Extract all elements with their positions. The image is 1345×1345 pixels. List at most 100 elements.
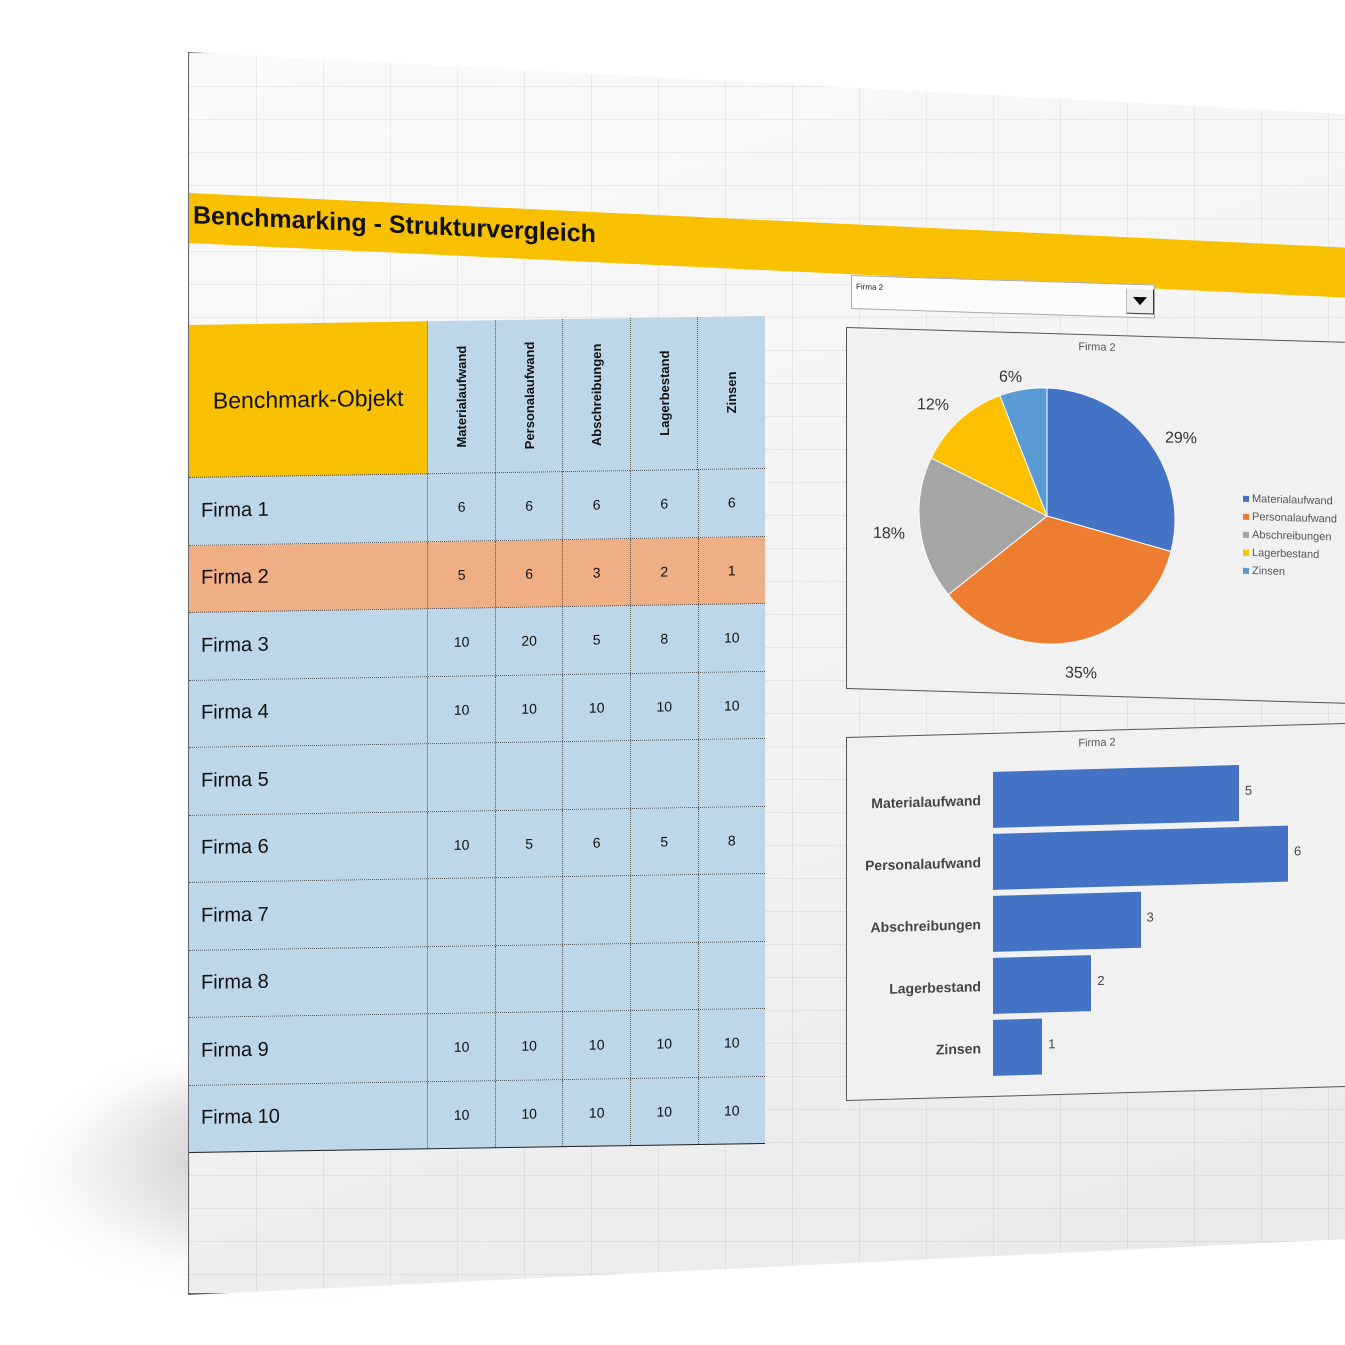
bar[interactable] (993, 891, 1141, 952)
table-row[interactable]: Firma 10 10 10 10 10 10 (189, 1076, 766, 1153)
bar-value-label: 3 (1146, 909, 1154, 925)
value-cell[interactable]: 6 (494, 539, 563, 608)
table-row[interactable]: Firma 7 (189, 873, 766, 951)
value-cell[interactable]: 6 (697, 468, 766, 537)
value-cell[interactable]: 6 (629, 470, 698, 538)
value-cell[interactable]: 5 (494, 809, 563, 878)
company-name-cell[interactable]: Firma 3 (201, 633, 269, 657)
value-cell[interactable]: 1 (697, 536, 766, 605)
value-cell[interactable] (427, 945, 495, 1014)
pie-label-zinsen: 6% (999, 368, 1023, 387)
value-cell[interactable]: 6 (494, 472, 563, 540)
value-cell[interactable] (629, 875, 698, 943)
value-cell[interactable]: 10 (562, 1011, 630, 1079)
company-name-cell[interactable]: Firma 10 (201, 1105, 280, 1130)
value-cell[interactable]: 10 (697, 1008, 766, 1077)
value-cell[interactable] (562, 741, 630, 809)
pie-slice[interactable] (918, 457, 1048, 598)
value-cell[interactable]: 3 (562, 538, 630, 607)
bar-category-label: Zinsen (935, 1040, 981, 1058)
value-cell[interactable] (494, 742, 563, 810)
table-row[interactable]: Firma 8 (189, 941, 766, 1018)
value-cell[interactable]: 10 (427, 810, 495, 879)
legend-label: Lagerbestand (1252, 547, 1320, 562)
value-cell[interactable]: 20 (494, 607, 563, 675)
bar[interactable] (993, 1018, 1043, 1076)
header-personalaufwand: Personalaufwand (494, 319, 563, 474)
company-name-cell[interactable]: Firma 9 (201, 1038, 269, 1062)
header-abschreibungen: Abschreibungen (562, 318, 630, 473)
pie-legend: Materialaufwand Personalaufwand Abschreibu… (1243, 490, 1337, 583)
bar-chart[interactable]: Firma 2 Materialaufwand 5 Personalaufwand 6… (846, 722, 1345, 1101)
value-cell[interactable] (427, 743, 495, 811)
value-cell[interactable]: 6 (427, 473, 495, 541)
table-row[interactable]: Firma 3 10 20 5 8 10 (189, 603, 766, 681)
bar[interactable] (993, 765, 1239, 828)
chevron-down-icon (1133, 296, 1147, 306)
value-cell[interactable]: 8 (697, 806, 766, 875)
company-name-cell[interactable]: Firma 2 (201, 565, 269, 590)
pie-slice[interactable] (947, 513, 1172, 648)
bar[interactable] (993, 955, 1092, 1014)
value-cell[interactable]: 6 (562, 808, 630, 877)
value-cell[interactable] (629, 942, 698, 1011)
company-name-cell[interactable]: Firma 1 (201, 498, 269, 522)
value-cell[interactable] (494, 877, 563, 945)
bar-value-label: 6 (1294, 843, 1302, 859)
value-cell[interactable]: 6 (562, 471, 630, 539)
pie-slice[interactable] (999, 387, 1048, 517)
value-cell[interactable]: 10 (427, 1080, 495, 1149)
table-row[interactable]: Firma 6 10 5 6 5 8 (189, 806, 766, 883)
table-row[interactable]: Firma 4 10 10 10 10 10 (189, 671, 766, 748)
value-cell[interactable]: 10 (494, 1079, 563, 1148)
value-cell[interactable]: 10 (629, 672, 698, 741)
value-cell[interactable]: 10 (697, 1076, 766, 1145)
value-cell[interactable] (494, 944, 563, 1013)
value-cell[interactable]: 10 (427, 675, 495, 744)
value-cell[interactable] (629, 740, 698, 808)
value-cell[interactable]: 2 (629, 537, 698, 606)
value-cell[interactable]: 10 (562, 1078, 630, 1147)
table-row[interactable]: Firma 9 10 10 10 10 10 (189, 1008, 766, 1086)
value-cell[interactable]: 10 (697, 603, 766, 672)
value-cell[interactable] (427, 878, 495, 946)
value-cell[interactable]: 8 (629, 605, 698, 673)
pie-label-abschreibungen: 18% (873, 524, 906, 543)
company-name-cell[interactable]: Firma 4 (201, 700, 269, 725)
company-name-cell[interactable]: Firma 7 (201, 903, 269, 927)
company-name-cell[interactable]: Firma 5 (201, 768, 269, 792)
value-cell[interactable]: 5 (629, 807, 698, 876)
value-cell[interactable] (697, 941, 766, 1010)
dropdown-button[interactable] (1126, 288, 1154, 315)
value-cell[interactable]: 10 (697, 671, 766, 740)
pie-chart[interactable]: Firma 2 29% 35% 18% 12% 6% Materialaufwa… (846, 327, 1345, 704)
value-cell[interactable]: 10 (427, 1013, 495, 1081)
value-cell[interactable] (697, 738, 766, 807)
value-cell[interactable] (697, 873, 766, 942)
pie-slice[interactable] (1046, 387, 1176, 553)
value-cell[interactable]: 10 (629, 1077, 698, 1146)
value-cell[interactable]: 5 (562, 606, 630, 674)
pie-label-materialaufwand: 29% (1165, 429, 1198, 448)
company-name-cell[interactable]: Firma 6 (201, 835, 269, 860)
value-cell[interactable]: 10 (629, 1010, 698, 1078)
value-cell[interactable] (562, 943, 630, 1012)
table-row[interactable]: Firma 5 (189, 738, 766, 816)
company-name-cell[interactable]: Firma 8 (201, 970, 269, 995)
value-cell[interactable]: 10 (427, 608, 495, 676)
legend-label: Abschreibungen (1252, 529, 1332, 544)
value-cell[interactable]: 5 (427, 540, 495, 609)
bar-row: Materialaufwand 5 (847, 762, 1345, 832)
bar-chart-title: Firma 2 (1078, 736, 1116, 750)
legend-label: Personalaufwand (1252, 511, 1338, 526)
value-cell[interactable]: 10 (494, 1012, 563, 1080)
value-cell[interactable] (562, 876, 630, 944)
value-cell[interactable]: 10 (562, 673, 630, 742)
company-select-value: Firma 2 (856, 282, 884, 293)
pie-label-lagerbestand: 12% (917, 396, 950, 415)
bar[interactable] (993, 825, 1288, 890)
pie-slice[interactable] (930, 394, 1048, 517)
value-cell[interactable]: 10 (494, 674, 563, 743)
